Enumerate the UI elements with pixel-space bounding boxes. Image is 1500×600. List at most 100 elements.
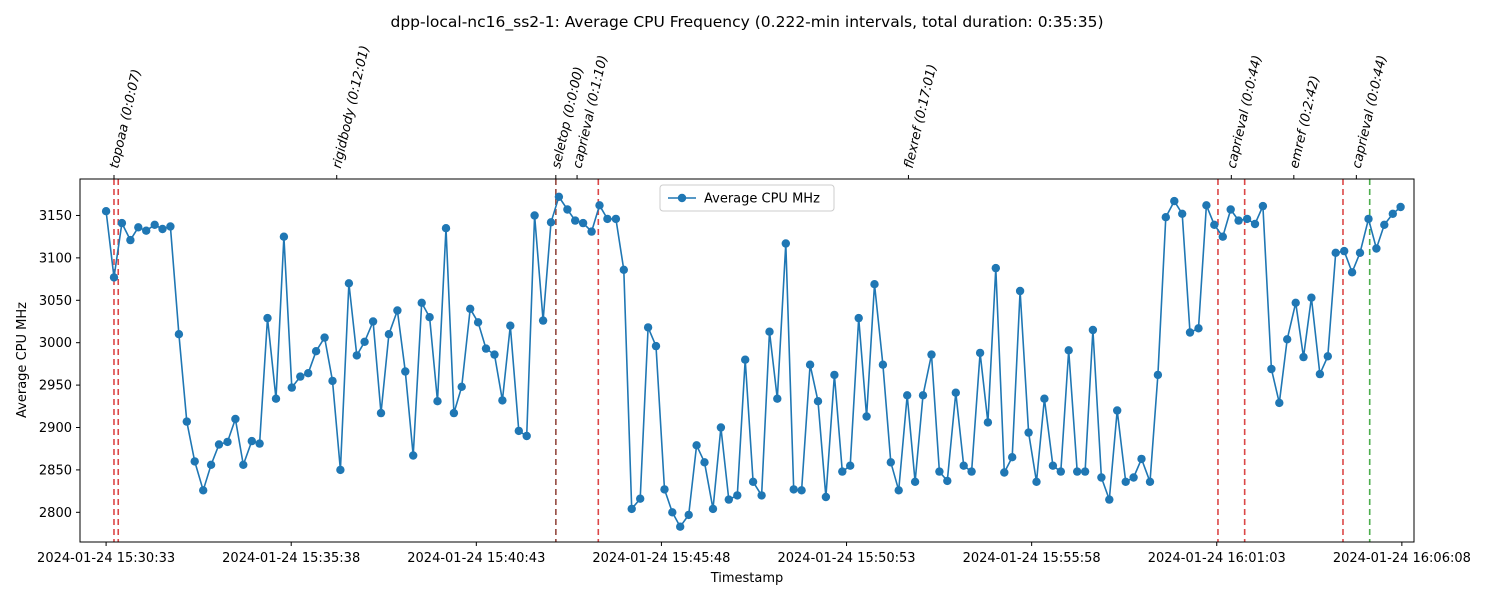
- x-tick-label: 2024-01-24 16:06:08: [1333, 551, 1471, 566]
- data-point: [1170, 196, 1179, 206]
- chart-title: dpp-local-nc16_ss2-1: Average CPU Freque…: [390, 13, 1103, 32]
- data-point: [352, 351, 361, 360]
- data-point: [878, 360, 888, 369]
- data-point: [311, 347, 321, 356]
- data-point: [910, 477, 920, 486]
- data-point: [935, 467, 944, 476]
- data-point: [1347, 268, 1357, 277]
- data-point: [150, 220, 159, 229]
- y-axis: 2800 2850 2900 2950 3000 3050 3100 3150: [39, 209, 80, 521]
- data-point: [1080, 467, 1090, 476]
- data-point: [636, 494, 645, 503]
- data-point: [166, 222, 175, 231]
- data-point: [376, 408, 386, 418]
- data-point: [595, 201, 604, 210]
- annotation-label: caprieval (0:0:44): [1225, 54, 1266, 170]
- data-point: [287, 383, 296, 392]
- data-point: [757, 491, 766, 500]
- data-point: [587, 227, 596, 236]
- data-point: [514, 426, 523, 436]
- annotation-label: topoaa (0:0:07): [107, 68, 144, 170]
- plot-frame: [79, 178, 1415, 543]
- data-point: [611, 214, 621, 224]
- data-point: [368, 317, 378, 326]
- x-tick-label: 2024-01-24 15:35:38: [222, 551, 360, 566]
- data-point: [781, 239, 790, 248]
- data-point: [473, 318, 483, 327]
- data-point: [773, 394, 782, 403]
- data-point: [417, 298, 426, 307]
- x-tick-label: 2024-01-24 15:45:48: [592, 551, 730, 566]
- data-point: [1340, 246, 1349, 256]
- data-point: [158, 224, 167, 234]
- data-point: [409, 451, 418, 460]
- data-point: [239, 460, 248, 469]
- data-point: [943, 476, 952, 486]
- data-point: [206, 460, 216, 469]
- data-point: [1226, 205, 1235, 214]
- data-point: [894, 486, 903, 495]
- x-axis: 2024-01-24 15:30:33 2024-01-24 15:35:38 20…: [37, 542, 1471, 566]
- data-point: [1048, 461, 1058, 470]
- data-point: [927, 350, 936, 359]
- data-point: [1283, 335, 1292, 344]
- data-point: [1097, 473, 1106, 482]
- data-point: [199, 486, 208, 495]
- data-point: [134, 223, 143, 232]
- data-point: [1210, 220, 1219, 229]
- data-point: [1372, 244, 1381, 253]
- data-point: [109, 273, 119, 282]
- x-tick-label: 2024-01-24 15:40:43: [407, 551, 545, 566]
- data-point: [279, 232, 289, 241]
- data-point: [967, 467, 976, 476]
- data-point: [554, 192, 564, 201]
- data-point: [1137, 454, 1146, 464]
- data-point: [733, 491, 742, 500]
- data-point: [1073, 467, 1082, 476]
- data-point: [668, 508, 677, 517]
- data-point: [1008, 453, 1017, 462]
- data-point: [838, 467, 847, 476]
- data-point: [1299, 352, 1308, 362]
- x-tick-label: 2024-01-24 15:50:53: [777, 551, 915, 566]
- data-point: [903, 391, 912, 400]
- data-point: [425, 313, 434, 322]
- data-point: [627, 504, 636, 514]
- y-axis-label: Average CPU MHz: [15, 302, 30, 418]
- data-point: [490, 350, 499, 359]
- annotation-lines: [113, 179, 1371, 542]
- data-point: [117, 218, 127, 228]
- data-point: [538, 316, 548, 325]
- data-point: [716, 423, 726, 432]
- x-tick-label: 2024-01-24 16:01:03: [1148, 551, 1286, 566]
- data-point: [797, 486, 806, 495]
- y-tick-label: 3050: [39, 294, 72, 309]
- data-point: [1242, 214, 1252, 224]
- data-point: [466, 304, 475, 313]
- data-point: [457, 382, 466, 391]
- legend-label: Average CPU MHz: [704, 192, 820, 207]
- data-point: [1267, 364, 1276, 374]
- data-point: [263, 313, 272, 323]
- data-point: [578, 218, 588, 228]
- data-point: [651, 341, 661, 351]
- data-point: [101, 207, 111, 216]
- data-point: [1032, 477, 1041, 486]
- data-point: [1178, 209, 1187, 218]
- data-point: [328, 376, 337, 386]
- data-point: [862, 412, 871, 421]
- y-tick-label: 3100: [39, 251, 72, 266]
- y-tick-label: 2850: [39, 463, 72, 478]
- data-point: [1161, 213, 1171, 222]
- data-point: [643, 323, 653, 332]
- data-point: [765, 327, 774, 336]
- data-point: [255, 439, 264, 448]
- data-point: [401, 367, 410, 376]
- data-point: [1185, 328, 1195, 337]
- data-point: [481, 344, 491, 353]
- data-point: [813, 397, 823, 406]
- data-point: [959, 461, 968, 470]
- data-point: [320, 333, 329, 342]
- data-point: [126, 235, 135, 245]
- data-point: [1129, 473, 1138, 482]
